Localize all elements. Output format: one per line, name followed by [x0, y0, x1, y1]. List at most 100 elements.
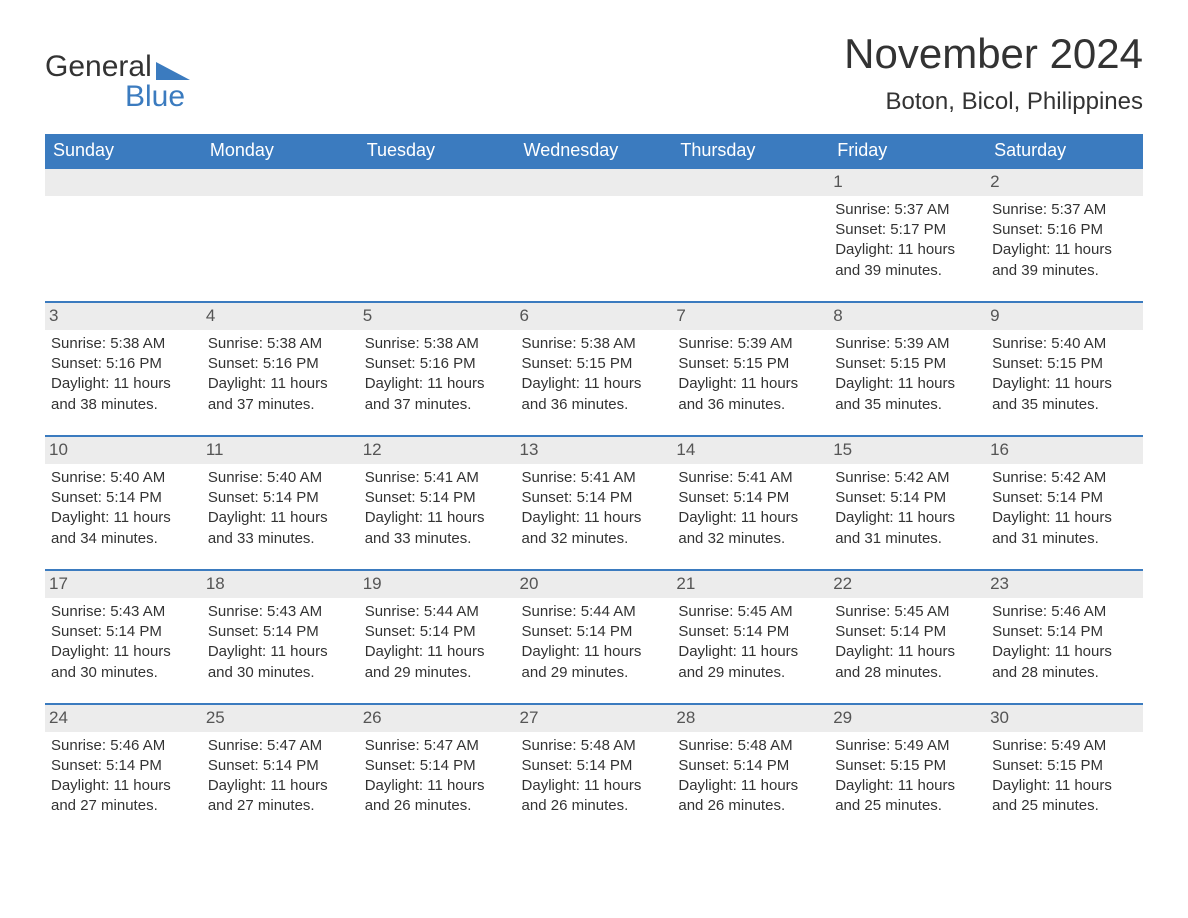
daylight-text: Daylight: 11 hours and 35 minutes. — [835, 374, 980, 415]
day-number: 16 — [986, 437, 1143, 464]
sunrise-text: Sunrise: 5:41 AM — [678, 468, 823, 488]
daylight-text: Daylight: 11 hours and 27 minutes. — [208, 776, 353, 817]
day-number: 10 — [45, 437, 202, 464]
day-number: 4 — [202, 303, 359, 330]
day-header-monday: Monday — [202, 134, 359, 168]
day-header-row: Sunday Monday Tuesday Wednesday Thursday… — [45, 134, 1143, 168]
day-cell: 2Sunrise: 5:37 AMSunset: 5:16 PMDaylight… — [986, 168, 1143, 302]
sunrise-text: Sunrise: 5:45 AM — [835, 602, 980, 622]
daylight-text: Daylight: 11 hours and 25 minutes. — [992, 776, 1137, 817]
day-number: 22 — [829, 571, 986, 598]
day-header-sunday: Sunday — [45, 134, 202, 168]
sunset-text: Sunset: 5:15 PM — [678, 354, 823, 374]
calendar-table: Sunday Monday Tuesday Wednesday Thursday… — [45, 134, 1143, 837]
sunset-text: Sunset: 5:15 PM — [835, 756, 980, 776]
day-number: 9 — [986, 303, 1143, 330]
day-number: 6 — [516, 303, 673, 330]
sunset-text: Sunset: 5:14 PM — [678, 488, 823, 508]
sunrise-text: Sunrise: 5:44 AM — [365, 602, 510, 622]
day-number: 7 — [672, 303, 829, 330]
location: Boton, Bicol, Philippines — [844, 88, 1143, 116]
daylight-text: Daylight: 11 hours and 27 minutes. — [51, 776, 196, 817]
sunset-text: Sunset: 5:14 PM — [51, 622, 196, 642]
day-number: 2 — [986, 169, 1143, 196]
sunset-text: Sunset: 5:14 PM — [208, 488, 353, 508]
sunrise-text: Sunrise: 5:46 AM — [51, 736, 196, 756]
day-header-wednesday: Wednesday — [516, 134, 673, 168]
day-number: 28 — [672, 705, 829, 732]
daylight-text: Daylight: 11 hours and 26 minutes. — [365, 776, 510, 817]
daylight-text: Daylight: 11 hours and 39 minutes. — [992, 240, 1137, 281]
day-number: 8 — [829, 303, 986, 330]
day-number: 27 — [516, 705, 673, 732]
day-number: 30 — [986, 705, 1143, 732]
sunset-text: Sunset: 5:14 PM — [992, 622, 1137, 642]
sunset-text: Sunset: 5:14 PM — [51, 756, 196, 776]
daylight-text: Daylight: 11 hours and 26 minutes. — [522, 776, 667, 817]
day-cell: 19Sunrise: 5:44 AMSunset: 5:14 PMDayligh… — [359, 570, 516, 704]
daylight-text: Daylight: 11 hours and 36 minutes. — [522, 374, 667, 415]
day-number: 24 — [45, 705, 202, 732]
day-number: 3 — [45, 303, 202, 330]
sunset-text: Sunset: 5:16 PM — [51, 354, 196, 374]
day-number: 12 — [359, 437, 516, 464]
day-number: 19 — [359, 571, 516, 598]
header: General Blue November 2024 Boton, Bicol,… — [45, 30, 1143, 116]
sunrise-text: Sunrise: 5:49 AM — [992, 736, 1137, 756]
day-cell: 22Sunrise: 5:45 AMSunset: 5:14 PMDayligh… — [829, 570, 986, 704]
day-number — [45, 169, 202, 196]
daylight-text: Daylight: 11 hours and 35 minutes. — [992, 374, 1137, 415]
daylight-text: Daylight: 11 hours and 33 minutes. — [365, 508, 510, 549]
day-cell: 15Sunrise: 5:42 AMSunset: 5:14 PMDayligh… — [829, 436, 986, 570]
sunrise-text: Sunrise: 5:39 AM — [835, 334, 980, 354]
sunset-text: Sunset: 5:15 PM — [522, 354, 667, 374]
sunrise-text: Sunrise: 5:40 AM — [51, 468, 196, 488]
sunset-text: Sunset: 5:14 PM — [51, 488, 196, 508]
sunset-text: Sunset: 5:14 PM — [522, 622, 667, 642]
day-number: 18 — [202, 571, 359, 598]
daylight-text: Daylight: 11 hours and 36 minutes. — [678, 374, 823, 415]
day-number — [672, 169, 829, 196]
sunrise-text: Sunrise: 5:38 AM — [522, 334, 667, 354]
sunset-text: Sunset: 5:14 PM — [208, 622, 353, 642]
day-cell — [45, 168, 202, 302]
daylight-text: Daylight: 11 hours and 33 minutes. — [208, 508, 353, 549]
sunset-text: Sunset: 5:16 PM — [992, 220, 1137, 240]
sunset-text: Sunset: 5:14 PM — [678, 756, 823, 776]
daylight-text: Daylight: 11 hours and 30 minutes. — [208, 642, 353, 683]
day-cell: 18 Sunrise: 5:43 AMSunset: 5:14 PMDayligh… — [202, 570, 359, 704]
daylight-text: Daylight: 11 hours and 34 minutes. — [51, 508, 196, 549]
day-number — [359, 169, 516, 196]
day-cell — [202, 168, 359, 302]
day-cell: 7 Sunrise: 5:39 AMSunset: 5:15 PMDaylight… — [672, 302, 829, 436]
day-cell: 13Sunrise: 5:41 AMSunset: 5:14 PMDayligh… — [516, 436, 673, 570]
day-cell: 17Sunrise: 5:43 AMSunset: 5:14 PMDayligh… — [45, 570, 202, 704]
sunrise-text: Sunrise: 5:39 AM — [678, 334, 823, 354]
daylight-text: Daylight: 11 hours and 39 minutes. — [835, 240, 980, 281]
logo-word2: Blue — [125, 80, 190, 114]
day-cell: 4Sunrise: 5:38 AMSunset: 5:16 PMDaylight… — [202, 302, 359, 436]
sunrise-text: Sunrise: 5:49 AM — [835, 736, 980, 756]
sunrise-text: Sunrise: 5:41 AM — [522, 468, 667, 488]
sunrise-text: Sunrise: 5:48 AM — [678, 736, 823, 756]
day-number: 13 — [516, 437, 673, 464]
day-cell: 28Sunrise: 5:48 AMSunset: 5:14 PMDayligh… — [672, 704, 829, 837]
sunset-text: Sunset: 5:14 PM — [365, 622, 510, 642]
sunrise-text: Sunrise: 5:41 AM — [365, 468, 510, 488]
day-cell: 11Sunrise: 5:40 AMSunset: 5:14 PMDayligh… — [202, 436, 359, 570]
sunrise-text: Sunrise: 5:48 AM — [522, 736, 667, 756]
daylight-text: Daylight: 11 hours and 32 minutes. — [522, 508, 667, 549]
day-number: 29 — [829, 705, 986, 732]
sunset-text: Sunset: 5:14 PM — [992, 488, 1137, 508]
day-number: 26 — [359, 705, 516, 732]
sunset-text: Sunset: 5:14 PM — [365, 488, 510, 508]
week-row: 24Sunrise: 5:46 AMSunset: 5:14 PMDayligh… — [45, 704, 1143, 837]
day-cell: 6 Sunrise: 5:38 AMSunset: 5:15 PMDaylight… — [516, 302, 673, 436]
title-block: November 2024 Boton, Bicol, Philippines — [844, 30, 1143, 116]
day-number: 14 — [672, 437, 829, 464]
day-cell: 29Sunrise: 5:49 AMSunset: 5:15 PMDayligh… — [829, 704, 986, 837]
sunrise-text: Sunrise: 5:43 AM — [208, 602, 353, 622]
day-cell: 27Sunrise: 5:48 AMSunset: 5:14 PMDayligh… — [516, 704, 673, 837]
day-number: 11 — [202, 437, 359, 464]
sunrise-text: Sunrise: 5:44 AM — [522, 602, 667, 622]
